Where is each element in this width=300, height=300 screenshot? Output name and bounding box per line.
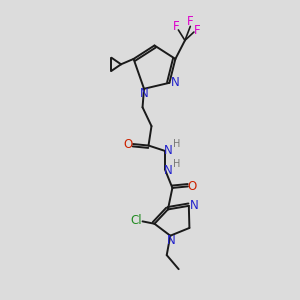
Text: H: H	[172, 139, 180, 149]
Text: O: O	[188, 180, 197, 193]
Text: F: F	[173, 20, 179, 33]
Text: N: N	[164, 144, 173, 157]
Text: H: H	[172, 159, 180, 169]
Text: N: N	[167, 234, 175, 247]
Text: F: F	[194, 24, 201, 38]
Text: N: N	[164, 164, 173, 177]
Text: F: F	[187, 15, 194, 28]
Text: O: O	[124, 137, 133, 151]
Text: N: N	[170, 76, 179, 89]
Text: N: N	[140, 87, 148, 101]
Text: N: N	[190, 199, 199, 212]
Text: Cl: Cl	[130, 214, 142, 227]
